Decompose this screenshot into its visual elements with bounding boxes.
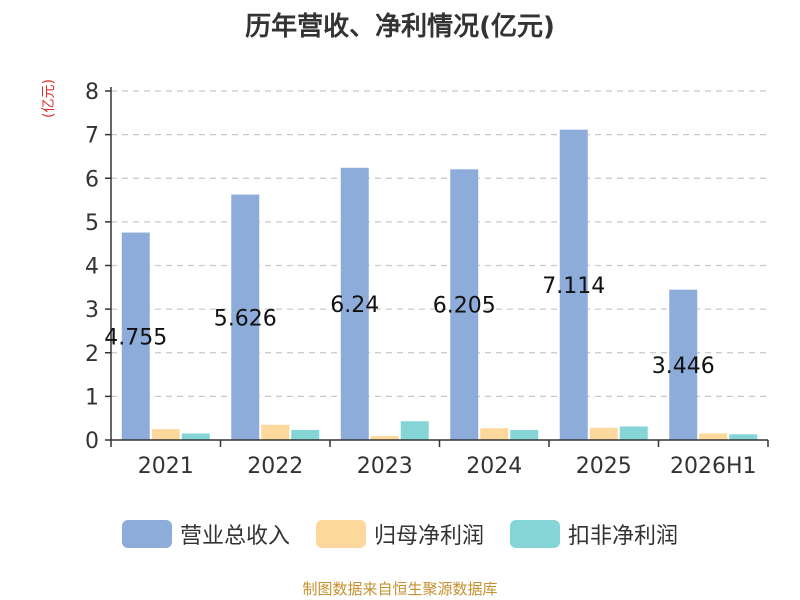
bar-revenue xyxy=(450,169,479,440)
y-tick-label: 3 xyxy=(85,298,99,323)
bar-revenue xyxy=(559,129,588,441)
legend-swatch-deducted-profit xyxy=(510,520,560,548)
bar-net-profit xyxy=(151,429,180,440)
legend-label-revenue: 营业总收入 xyxy=(179,524,290,549)
y-tick-label: 8 xyxy=(85,80,99,105)
y-tick-label: 1 xyxy=(85,385,99,410)
x-tick-label: 2024 xyxy=(466,454,522,479)
y-tick-label: 6 xyxy=(85,167,99,192)
bar-value-label: 3.446 xyxy=(652,354,715,379)
bar-value-label: 4.755 xyxy=(104,325,167,350)
bar-value-label: 7.114 xyxy=(542,274,605,299)
data-source-note: 制图数据来自恒生聚源数据库 xyxy=(302,580,498,598)
bar-net-profit xyxy=(261,424,290,440)
bars xyxy=(121,129,758,441)
x-tick-label: 2022 xyxy=(247,454,303,479)
legend-item-net-profit[interactable]: 归母净利润 xyxy=(315,518,484,550)
bar-revenue xyxy=(231,194,260,440)
bar-deducted-profit xyxy=(510,429,539,440)
bar-revenue xyxy=(669,289,698,440)
chart-legend: 营业总收入 归母净利润 扣非净利润 xyxy=(0,518,800,550)
bar-deducted-profit xyxy=(181,433,210,440)
bar-net-profit xyxy=(589,427,618,440)
bar-revenue xyxy=(121,232,150,440)
legend-item-revenue[interactable]: 营业总收入 xyxy=(121,518,290,550)
data-labels: 4.755 5.626 6.24 6.205 7.114 3.446 xyxy=(104,274,714,379)
legend-swatch-revenue xyxy=(121,520,172,548)
bar-revenue xyxy=(340,167,369,440)
legend-label-deducted-profit: 扣非净利润 xyxy=(568,524,679,549)
bar-value-label: 6.24 xyxy=(330,293,379,318)
axes: 0 1 2 3 4 5 6 7 8 2021 2022 2023 2024 2025 2026H1 xyxy=(85,80,769,479)
legend-label-net-profit: 归母净利润 xyxy=(373,524,484,549)
y-tick-label: 4 xyxy=(85,255,99,280)
y-tick-label: 2 xyxy=(85,342,99,367)
bar-net-profit xyxy=(370,436,399,440)
legend-item-deducted-profit[interactable]: 扣非净利润 xyxy=(510,518,678,550)
x-tick-label: 2021 xyxy=(138,454,194,479)
chart-title: 历年营收、净利情况(亿元) xyxy=(245,12,555,42)
bar-deducted-profit xyxy=(619,426,648,440)
bar-value-label: 6.205 xyxy=(433,294,496,319)
y-tick-label: 5 xyxy=(85,211,99,236)
bar-net-profit xyxy=(480,428,509,440)
bar-deducted-profit xyxy=(729,434,758,440)
x-tick-label: 2025 xyxy=(576,454,632,479)
bar-deducted-profit xyxy=(291,429,320,440)
bar-value-label: 5.626 xyxy=(214,306,277,331)
bar-deducted-profit xyxy=(400,421,429,440)
x-tick-label: 2023 xyxy=(357,454,413,479)
y-tick-label: 0 xyxy=(85,429,99,454)
x-tick-label: 2026H1 xyxy=(670,454,757,479)
legend-swatch-net-profit xyxy=(315,520,366,548)
y-tick-label: 7 xyxy=(85,124,99,149)
bar-net-profit xyxy=(699,433,728,440)
